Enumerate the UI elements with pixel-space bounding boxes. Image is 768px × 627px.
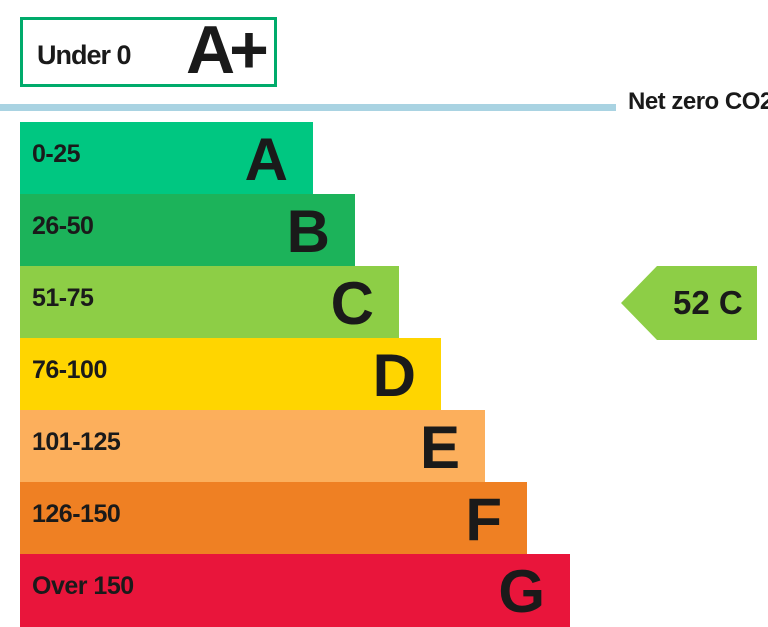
svg-text:52 C: 52 C <box>673 284 743 321</box>
